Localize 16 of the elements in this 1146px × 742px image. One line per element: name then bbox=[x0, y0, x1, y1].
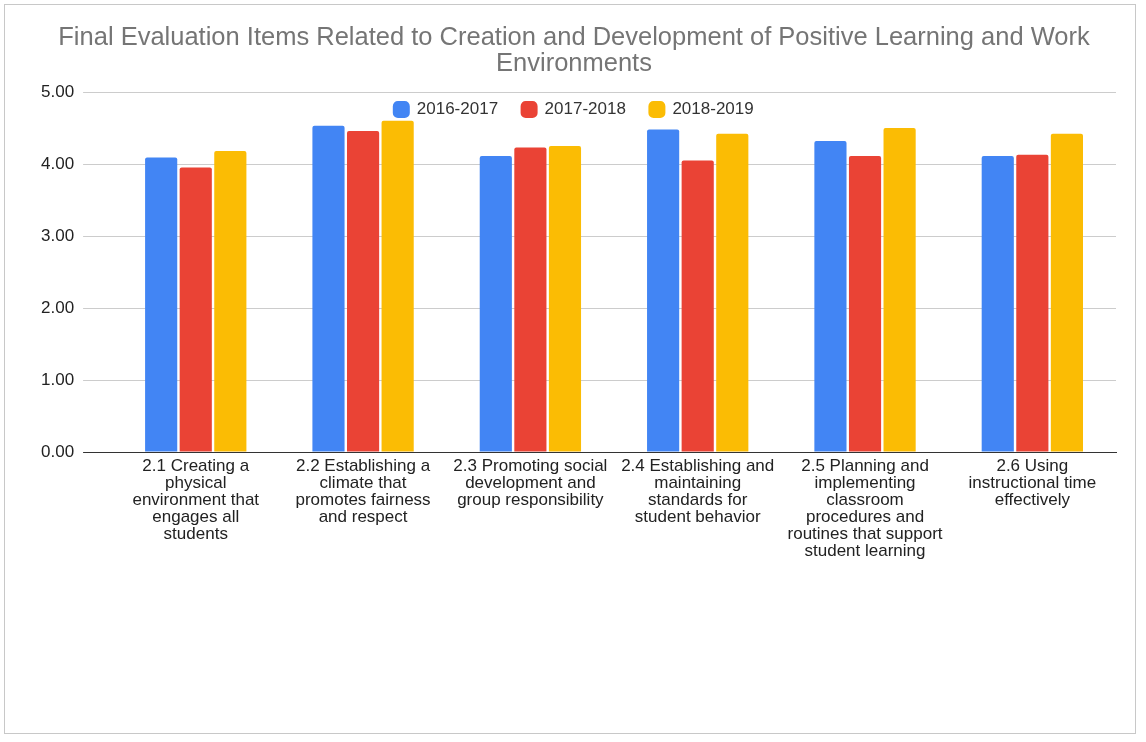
legend-label: 2017-2018 bbox=[544, 99, 626, 119]
x-tick-label: 2.4 Establishing and maintaining standards for student behavior bbox=[621, 456, 775, 527]
y-tick-label: 2.00 bbox=[40, 297, 75, 317]
y-tick-label: 3.00 bbox=[40, 225, 75, 245]
x-tick-label: 2.6 Using instructional time effectively bbox=[968, 456, 1097, 510]
legend-label: 2018-2019 bbox=[672, 99, 754, 119]
y-tick-label: 4.00 bbox=[40, 153, 75, 173]
x-tick-label: 2.5 Planning and implementing classroom procedures and routines that support student learning bbox=[787, 456, 943, 561]
y-tick-label: 1.00 bbox=[40, 369, 75, 389]
chart-title: Final Evaluation Items Related to Creation and Development of Positive Learning and Work Environments bbox=[58, 22, 1090, 77]
x-tick-label: 2.3 Promoting social development and group responsibility bbox=[453, 456, 608, 510]
legend-label: 2016-2017 bbox=[416, 99, 499, 119]
y-tick-label: 0.00 bbox=[40, 441, 75, 461]
y-tick-label: 5.00 bbox=[40, 81, 75, 101]
x-tick-label: 2.1 Creating a physical environment that engages all students bbox=[132, 456, 260, 544]
x-tick-label: 2.2 Establishing a climate that promotes fairness and respect bbox=[295, 456, 431, 527]
